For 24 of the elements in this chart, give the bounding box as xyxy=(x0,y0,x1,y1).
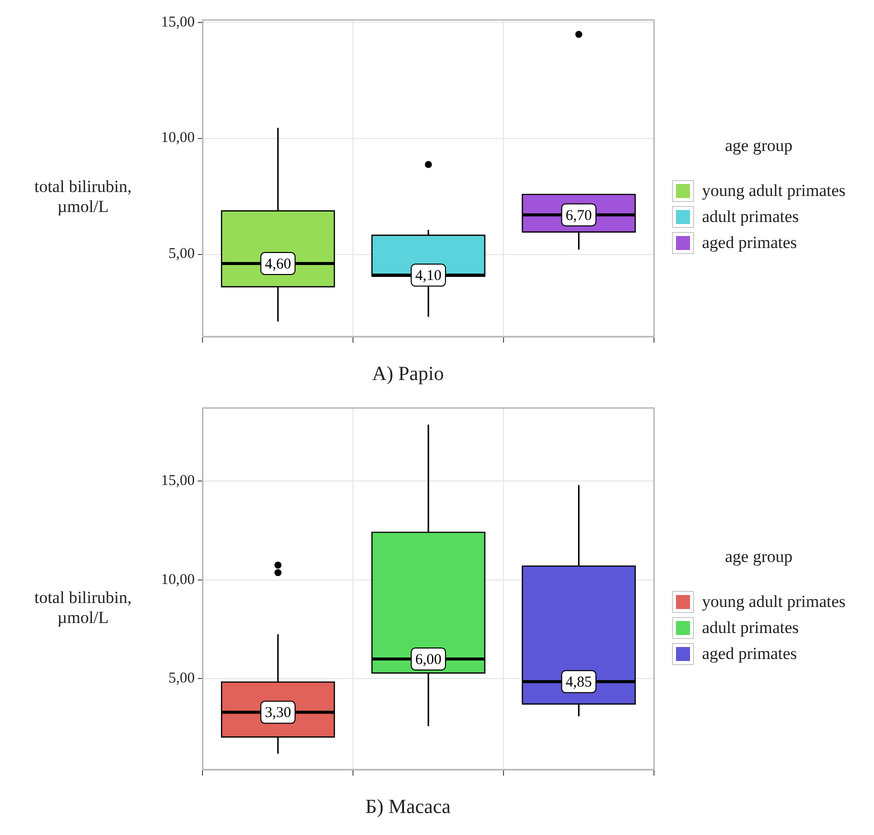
x-axis-title: Б) Macaca xyxy=(365,796,451,819)
y-tick-label: 5,00 xyxy=(168,246,195,262)
legend-label: young adult primates xyxy=(702,181,846,201)
y-axis-title: total bilirubin, µmol/L xyxy=(33,177,133,217)
y-tick-label: 5,00 xyxy=(168,670,195,687)
y-tick-label: 15,00 xyxy=(161,473,195,490)
text: 4,10 xyxy=(415,268,442,284)
legend-label: aged primates xyxy=(702,233,797,253)
text: 3,30 xyxy=(264,705,292,722)
y-axis-title: total bilirubin, µmol/L xyxy=(33,588,133,628)
y-tick-label: 15,00 xyxy=(161,14,195,30)
text: 6,70 xyxy=(566,208,592,224)
y-tick-label: 10,00 xyxy=(161,572,195,588)
x-axis-title: А) Papio xyxy=(372,363,444,386)
legend-label: young adult primates xyxy=(702,592,846,612)
legend-label: adult primates xyxy=(702,618,799,638)
text: 6,00 xyxy=(415,652,442,668)
legend-label: adult primates xyxy=(702,207,799,227)
text: 4,60 xyxy=(264,256,292,272)
legend-title: age group xyxy=(724,136,794,156)
legend-label: aged primates xyxy=(702,644,797,664)
y-tick-label: 10,00 xyxy=(161,130,195,146)
text: 4,85 xyxy=(566,674,592,691)
legend-title: age group xyxy=(724,546,794,566)
